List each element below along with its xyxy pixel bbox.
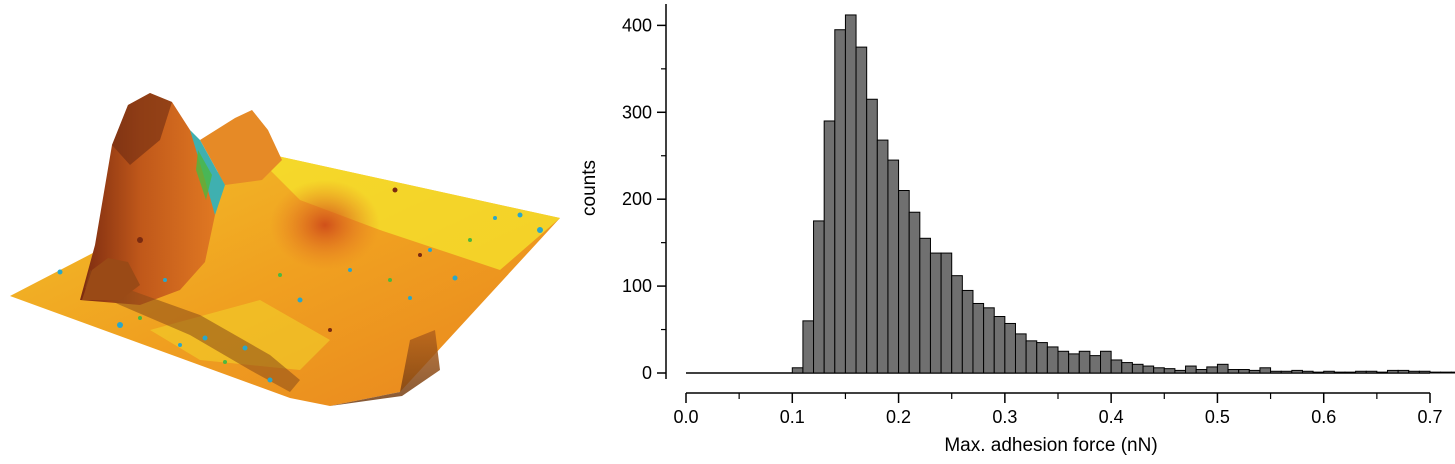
histogram-bar [1280,370,1293,374]
histogram-bar [834,29,846,374]
histogram-bar [1121,362,1133,374]
histogram-bar [961,289,974,374]
histogram-bar [1408,370,1420,374]
x-tick-label: 0.2 [886,407,911,427]
histogram-bar [1301,370,1314,374]
y-axis-ticks: 0 100 200 300 400 [622,15,666,383]
histogram-bar [1312,371,1325,374]
histogram-bar [1100,350,1112,374]
histogram-bar [919,237,931,374]
histogram-bar [972,302,985,374]
histogram-bar [1376,371,1388,374]
histogram-bar [1036,342,1048,374]
histogram-bar [823,120,836,374]
histogram-bar [993,316,1006,374]
histogram-svg: 0 100 200 300 400 0.0 0.1 0.2 0.3 0.4 0.5 0.6 0.7 c… [579,4,1455,456]
surface-dome [270,180,380,270]
x-tick-label: 0.7 [1417,407,1442,427]
histogram-bar [813,220,825,374]
x-axis-label: Max. adhesion force (nN) [944,435,1157,456]
histogram-bar [791,367,804,374]
histogram-bar [1323,370,1335,374]
x-tick-label: 0.6 [1311,407,1336,427]
histogram-bar [1450,371,1455,374]
histogram-bar [802,320,815,374]
y-axis-label: counts [580,160,600,216]
y-tick-label: 300 [622,102,652,122]
histogram-bar [908,211,921,374]
histogram-bar [1185,365,1197,374]
histogram-bar [940,252,953,374]
histogram-bar [1440,371,1452,374]
histogram-bar [1418,370,1431,374]
x-tick-label: 0.3 [992,407,1017,427]
histogram-bar [1004,322,1016,374]
histogram-bar [1386,369,1399,374]
x-tick-label: 0.5 [1205,407,1230,427]
y-tick-label: 100 [622,276,652,296]
histogram-bar [1333,371,1346,374]
histogram-bar [1365,370,1378,374]
histogram-bar [1355,370,1367,374]
histogram-bar [1270,370,1282,374]
histogram-bar [855,46,868,374]
x-tick-label: 0.4 [1099,407,1124,427]
x-tick-label: 0.0 [673,407,698,427]
y-tick-label: 0 [642,363,652,383]
histogram-bar [1216,363,1229,374]
histogram-bar [983,307,995,374]
histogram-bar [1153,367,1165,374]
histogram-bar [1025,340,1038,374]
histogram-bar [898,190,910,374]
histogram-bar [1291,369,1303,374]
afm-3d-surface-image [0,0,580,459]
histogram-bar [844,14,857,374]
histogram-bar [1142,365,1155,374]
histogram-bar [1057,350,1070,374]
x-axis-ticks: 0.0 0.1 0.2 0.3 0.4 0.5 0.6 0.7 [673,393,1443,427]
histogram-bar [929,252,942,374]
surface-ridge-right [200,110,282,185]
histogram-bar [1429,371,1442,374]
histogram-bar [1195,369,1208,374]
histogram-bar [866,98,878,374]
surface-render [10,93,560,406]
histogram-bar [1344,371,1357,374]
y-tick-label: 400 [622,15,652,35]
surface-speckles [57,212,543,383]
histogram-bar [1068,353,1080,374]
y-tick-label: 200 [622,189,652,209]
histogram-bar [1227,369,1240,374]
histogram-bar [1046,346,1059,374]
histogram-bar [1014,333,1027,374]
histogram-bar [1163,368,1176,374]
histogram-bar [1238,369,1250,374]
histogram-bar [1174,369,1187,374]
histogram-bar [876,139,889,374]
histogram-bar [1131,363,1144,374]
histogram-bar [887,159,900,374]
histogram-chart: 0 100 200 300 400 0.0 0.1 0.2 0.3 0.4 0.5 0.6 0.7 c… [579,0,1455,459]
histogram-bar [1259,367,1272,374]
histogram-bar [1110,359,1123,374]
histogram-bar [1206,366,1218,374]
histogram-bar [1089,355,1102,374]
histogram-bar [951,275,963,374]
histogram-bars [686,14,1455,374]
histogram-bar [1248,369,1261,374]
x-tick-label: 0.1 [780,407,805,427]
histogram-bar [1078,350,1091,374]
histogram-bar [1397,369,1410,374]
